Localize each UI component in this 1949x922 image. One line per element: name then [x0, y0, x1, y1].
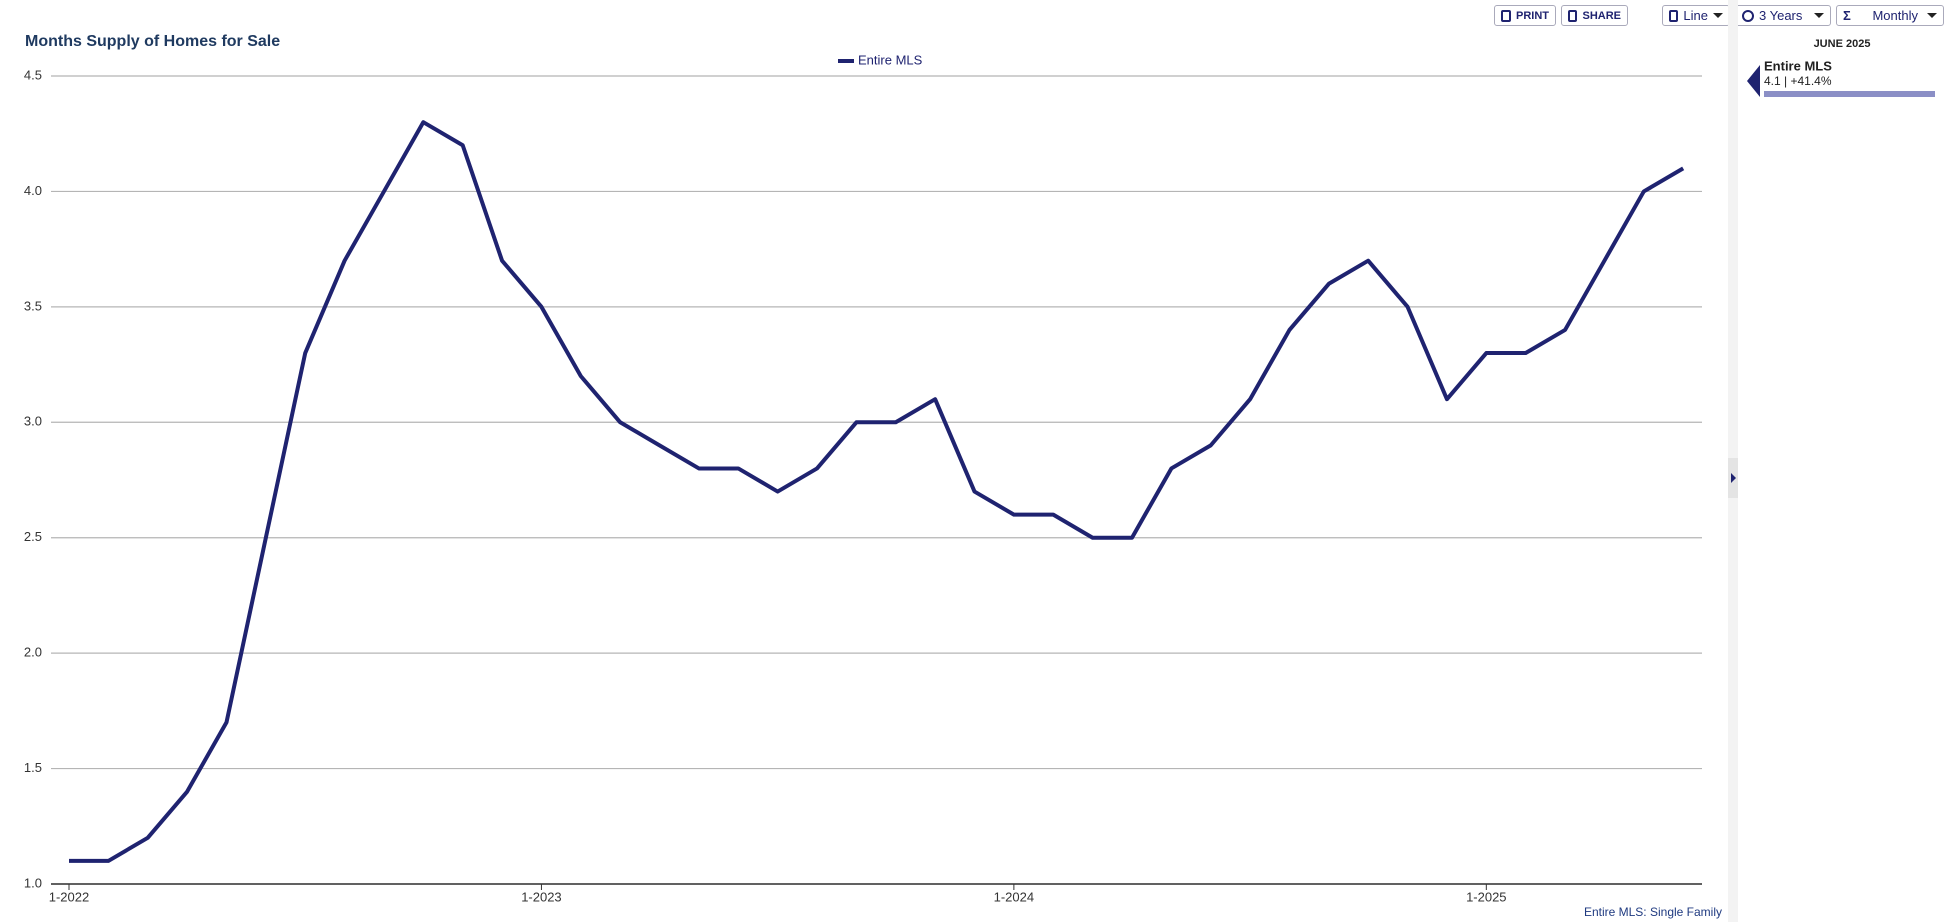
x-tick-label: 1-2022	[49, 889, 89, 904]
print-label: PRINT	[1516, 9, 1549, 22]
chart-title: Months Supply of Homes for Sale	[25, 33, 280, 50]
interval-label: Monthly	[1872, 8, 1918, 23]
sidebar-summary: 4.1 | +41.4%	[1764, 74, 1832, 88]
sidebar-marker	[1747, 65, 1760, 97]
y-tick-label: 4.5	[24, 67, 42, 82]
share-label: SHARE	[1582, 9, 1621, 22]
sidebar-period: JUNE 2025	[1814, 38, 1871, 50]
share-button[interactable]: SHARE	[1561, 5, 1628, 26]
y-tick-label: 2.0	[24, 645, 42, 660]
legend-label: Entire MLS	[858, 52, 923, 67]
x-tick-label: 1-2025	[1466, 889, 1506, 904]
data-line	[69, 120, 1685, 863]
legend-swatch	[838, 59, 854, 63]
sidebar-series: Entire MLS	[1764, 58, 1832, 73]
chart-type-dropdown[interactable]: Line	[1662, 5, 1730, 26]
y-tick-label: 3.0	[24, 414, 42, 429]
x-tick-label: 1-2024	[994, 889, 1034, 904]
chart-type-label: Line	[1683, 8, 1708, 23]
interval-dropdown[interactable]: Σ Monthly	[1836, 5, 1944, 26]
y-tick-label: 1.5	[24, 760, 42, 775]
clock-icon	[1742, 9, 1754, 22]
footnote: Entire MLS: Single Family	[1584, 905, 1722, 919]
y-tick-label: 4.0	[24, 183, 42, 198]
sigma-icon: Σ	[1843, 8, 1851, 23]
sidebar-bar	[1764, 91, 1935, 97]
print-icon	[1501, 9, 1511, 22]
x-tick-label: 1-2023	[521, 889, 561, 904]
share-icon	[1568, 9, 1578, 22]
toggle-arrow	[1731, 473, 1736, 483]
y-tick-label: 3.5	[24, 298, 42, 313]
y-tick-label: 1.0	[24, 875, 42, 890]
line-icon	[1669, 9, 1679, 22]
range-label: 3 Years	[1759, 8, 1803, 23]
y-tick-label: 2.5	[24, 529, 42, 544]
print-button[interactable]: PRINT	[1494, 5, 1556, 26]
range-dropdown[interactable]: 3 Years	[1735, 5, 1831, 26]
